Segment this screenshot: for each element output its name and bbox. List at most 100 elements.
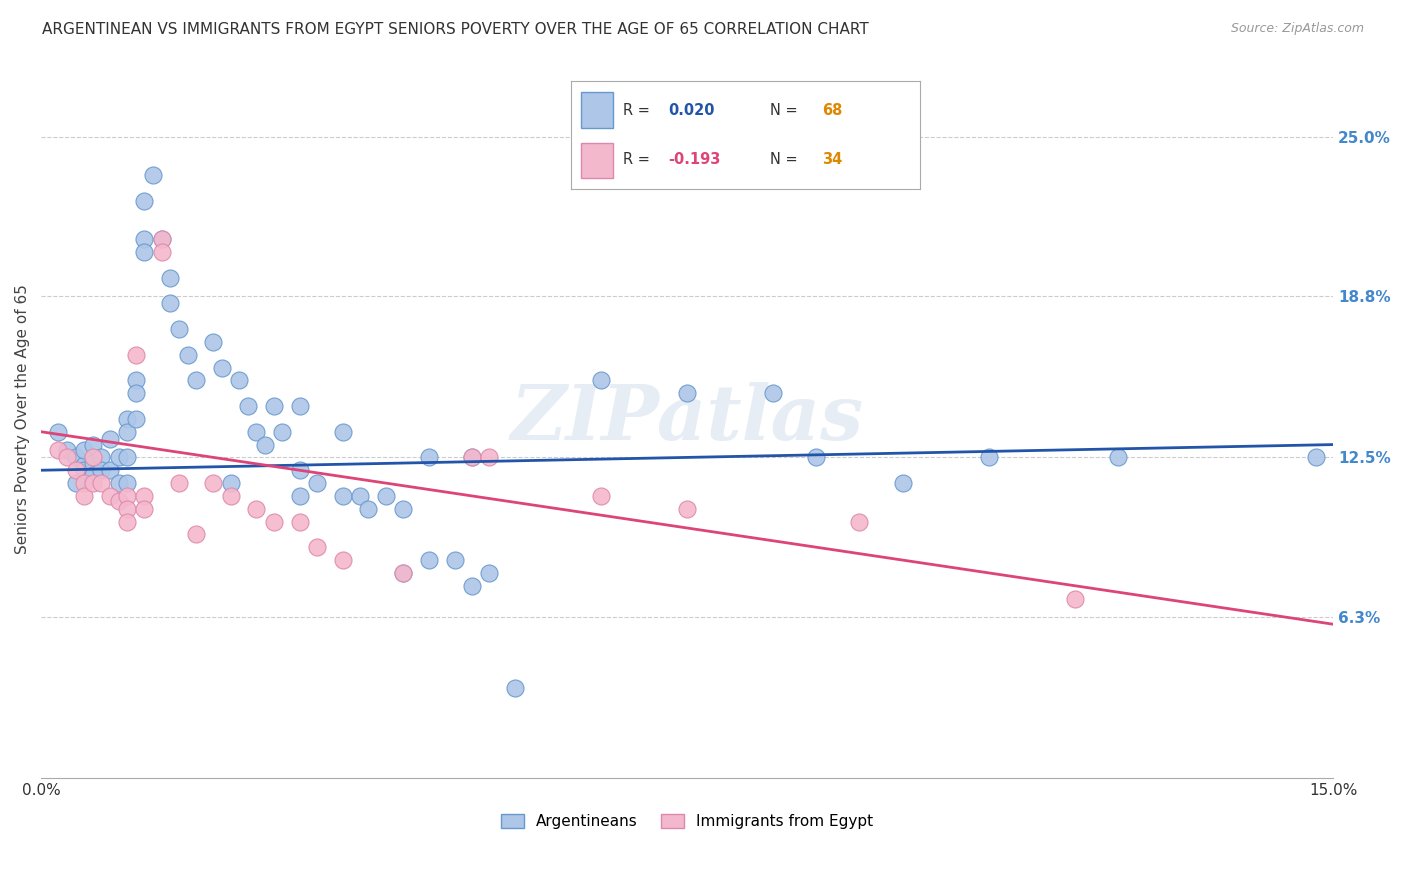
Point [676, 501, 699, 516]
Point [65, 463, 87, 477]
Point [219, 476, 242, 491]
Point [167, 476, 190, 491]
Point [443, 553, 465, 567]
Point [73, 476, 96, 491]
Point [589, 373, 612, 387]
Point [117, 501, 139, 516]
Text: ZIPatlas: ZIPatlas [510, 382, 863, 456]
Point [117, 515, 139, 529]
Point [142, 168, 165, 182]
Point [117, 489, 139, 503]
Point [245, 501, 267, 516]
Point [503, 681, 526, 696]
Point [125, 412, 148, 426]
Point [418, 450, 440, 465]
Point [461, 450, 484, 465]
Point [676, 386, 699, 401]
Point [236, 399, 259, 413]
Point [219, 489, 242, 503]
Point [117, 476, 139, 491]
Point [176, 348, 198, 362]
Point [263, 515, 285, 529]
Point [305, 476, 328, 491]
Point [332, 489, 354, 503]
Point [117, 425, 139, 439]
Point [82, 476, 104, 491]
Point [90, 476, 112, 491]
Text: ARGENTINEAN VS IMMIGRANTS FROM EGYPT SENIORS POVERTY OVER THE AGE OF 65 CORRELAT: ARGENTINEAN VS IMMIGRANTS FROM EGYPT SEN… [42, 22, 869, 37]
Point [288, 489, 311, 503]
Point [82, 456, 104, 470]
Point [977, 450, 1000, 465]
Point [478, 450, 501, 465]
Point [134, 489, 156, 503]
Point [186, 527, 208, 541]
Point [254, 437, 277, 451]
Point [263, 399, 285, 413]
Point [46, 442, 69, 457]
Point [73, 463, 96, 477]
Point [134, 194, 156, 208]
Point [107, 476, 129, 491]
Text: Source: ZipAtlas.com: Source: ZipAtlas.com [1230, 22, 1364, 36]
Point [589, 489, 612, 503]
Point [271, 425, 294, 439]
Point [228, 373, 250, 387]
Point [46, 425, 69, 439]
Point [211, 360, 233, 375]
Point [806, 450, 828, 465]
Point [65, 476, 87, 491]
Point [167, 322, 190, 336]
Point [332, 425, 354, 439]
Point [56, 442, 79, 457]
Point [90, 463, 112, 477]
Point [107, 450, 129, 465]
Point [1063, 591, 1085, 606]
Point [150, 232, 173, 246]
Point [82, 450, 104, 465]
Point [134, 245, 156, 260]
Point [1305, 450, 1327, 465]
Point [56, 450, 79, 465]
Point [202, 334, 225, 349]
Point [73, 458, 96, 472]
Point [125, 386, 148, 401]
Point [392, 566, 415, 580]
Point [125, 348, 148, 362]
Point [134, 232, 156, 246]
Point [159, 296, 181, 310]
Point [117, 412, 139, 426]
Point [98, 463, 121, 477]
Point [159, 270, 181, 285]
Point [98, 433, 121, 447]
Legend: Argentineans, Immigrants from Egypt: Argentineans, Immigrants from Egypt [495, 808, 879, 835]
Point [73, 442, 96, 457]
Point [461, 579, 484, 593]
Point [392, 501, 415, 516]
Point [125, 373, 148, 387]
Point [349, 489, 371, 503]
Point [186, 373, 208, 387]
Point [245, 425, 267, 439]
Point [150, 232, 173, 246]
Point [107, 494, 129, 508]
Point [392, 566, 415, 580]
Point [202, 476, 225, 491]
Point [418, 553, 440, 567]
Point [288, 399, 311, 413]
Point [150, 245, 173, 260]
Point [332, 553, 354, 567]
Point [90, 450, 112, 465]
Point [134, 501, 156, 516]
Point [305, 540, 328, 554]
Point [848, 515, 870, 529]
Point [1107, 450, 1129, 465]
Point [288, 463, 311, 477]
Point [357, 501, 380, 516]
Point [98, 489, 121, 503]
Point [478, 566, 501, 580]
Point [82, 437, 104, 451]
Point [461, 450, 484, 465]
Point [82, 468, 104, 483]
Point [117, 450, 139, 465]
